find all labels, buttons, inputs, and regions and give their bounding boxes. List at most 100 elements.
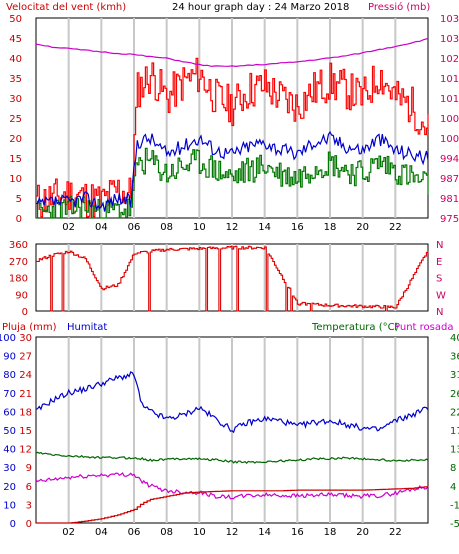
- wind-y-tick-label: 35: [9, 74, 22, 85]
- humidity-y-tick-label: 10: [3, 500, 16, 511]
- pressure-y-tick-label: 987: [440, 174, 459, 185]
- rain-y-tick-label: 24: [19, 370, 32, 381]
- direction-compass-label: S: [436, 274, 442, 285]
- temp-x-tick-label: 08: [160, 527, 173, 538]
- rain-y-tick-label: 0: [26, 519, 32, 530]
- temp-x-tick-label: 20: [356, 527, 369, 538]
- direction-y-tick-label: 90: [15, 290, 28, 301]
- rain-series: [36, 486, 429, 524]
- wind-y-tick-label: 5: [16, 194, 22, 205]
- dewpoint-label: Punt rosada: [394, 322, 453, 333]
- wind-x-tick-label: 04: [95, 222, 108, 233]
- pressure-y-tick-label: 981: [440, 194, 459, 205]
- temperature-y-tick-label: -5: [450, 519, 459, 530]
- wind-y-tick-label: 30: [9, 94, 22, 105]
- humidity-y-tick-label: 50: [3, 426, 16, 437]
- humidity-y-tick-label: 90: [3, 352, 16, 363]
- temp-x-tick-label: 02: [62, 527, 75, 538]
- wind-y-tick-label: 40: [9, 54, 22, 65]
- pressure-y-tick-label: 1037: [440, 14, 459, 25]
- rain-y-tick-label: 30: [19, 333, 32, 344]
- direction-compass-label: N: [436, 307, 443, 318]
- wind-y-tick-label: 15: [9, 154, 22, 165]
- temp-x-tick-label: 04: [95, 527, 108, 538]
- rain-y-tick-label: 6: [26, 482, 32, 493]
- wind-direction-series: [36, 245, 429, 312]
- pressure-y-tick-label: 994: [440, 154, 459, 165]
- rain-y-tick-label: 18: [19, 407, 32, 418]
- temperature-y-tick-label: 13: [450, 445, 459, 456]
- temp-x-tick-label: 14: [258, 527, 271, 538]
- pressure-y-tick-label: 1000: [440, 134, 459, 145]
- wind-x-tick-label: 02: [62, 222, 75, 233]
- humidity-y-tick-label: 30: [3, 463, 16, 474]
- graph-title: 24 hour graph day : 24 Marzo 2018: [172, 2, 349, 13]
- direction-compass-label: E: [436, 257, 442, 268]
- pressure-y-tick-label: 1006: [440, 114, 459, 125]
- temperature-y-tick-label: 17: [450, 426, 459, 437]
- pressure-y-tick-label: 1019: [440, 74, 459, 85]
- temperature-label: Temperatura (°C): [311, 322, 399, 333]
- direction-y-tick-label: 270: [9, 257, 28, 268]
- humidity-y-tick-label: 100: [0, 333, 16, 344]
- wind-speed-label: Velocitat del vent (kmh): [6, 2, 126, 13]
- wind-gust-series: [36, 57, 429, 218]
- temperature-y-tick-label: 31: [450, 370, 459, 381]
- humidity-y-tick-label: 70: [3, 389, 16, 400]
- temp-x-tick-label: 10: [193, 527, 206, 538]
- direction-y-tick-label: 0: [22, 307, 28, 318]
- wind-x-tick-label: 10: [193, 222, 206, 233]
- wind-y-tick-label: 45: [9, 34, 22, 45]
- dewpoint-series: [35, 472, 429, 500]
- humidity-y-tick-label: 0: [10, 519, 16, 530]
- pressure-y-tick-label: 975: [440, 214, 459, 225]
- rain-y-tick-label: 21: [19, 389, 32, 400]
- temperature-y-tick-label: 22: [450, 407, 459, 418]
- temperature-y-tick-label: -1: [450, 500, 459, 511]
- wind-min-series: [36, 147, 429, 219]
- temperature-y-tick-label: 26: [450, 389, 459, 400]
- temperature-y-tick-label: 36: [450, 352, 459, 363]
- humidity-y-tick-label: 80: [3, 370, 16, 381]
- wind-x-tick-label: 18: [324, 222, 337, 233]
- temp-x-tick-label: 06: [128, 527, 141, 538]
- temperature-series: [35, 451, 429, 465]
- rain-y-tick-label: 27: [19, 352, 32, 363]
- temperature-y-tick-label: 4: [450, 482, 456, 493]
- rain-y-tick-label: 9: [26, 463, 32, 474]
- wind-y-tick-label: 10: [9, 174, 22, 185]
- wind-y-tick-label: 20: [9, 134, 22, 145]
- rain-label: Pluja (mm): [2, 322, 57, 333]
- wind-x-tick-label: 08: [160, 222, 173, 233]
- wind-x-tick-label: 06: [128, 222, 141, 233]
- wind-y-tick-label: 50: [9, 14, 22, 25]
- temperature-y-tick-label: 40: [450, 333, 459, 344]
- wind-x-tick-label: 14: [258, 222, 271, 233]
- pressure-label: Pressió (mb): [368, 1, 430, 13]
- direction-y-tick-label: 360: [9, 240, 28, 251]
- wind-y-tick-label: 0: [16, 214, 22, 225]
- wind-x-tick-label: 22: [389, 222, 402, 233]
- rain-y-tick-label: 12: [19, 445, 32, 456]
- humidity-y-tick-label: 40: [3, 445, 16, 456]
- direction-compass-label: W: [436, 290, 446, 301]
- wind-y-tick-label: 25: [9, 114, 22, 125]
- temperature-y-tick-label: 8: [450, 463, 456, 474]
- temp-x-tick-label: 12: [226, 527, 239, 538]
- humidity-series: [35, 371, 429, 434]
- temp-x-tick-label: 16: [291, 527, 304, 538]
- temp-x-tick-label: 18: [324, 527, 337, 538]
- pressure-series: [35, 37, 429, 68]
- wind-x-tick-label: 12: [226, 222, 239, 233]
- direction-compass-label: N: [436, 240, 443, 251]
- humidity-label: Humitat: [67, 322, 107, 333]
- rain-y-tick-label: 3: [26, 500, 32, 511]
- wind-avg-series: [35, 130, 429, 212]
- temp-x-tick-label: 22: [389, 527, 402, 538]
- wind-x-tick-label: 20: [356, 222, 369, 233]
- direction-y-tick-label: 180: [9, 274, 28, 285]
